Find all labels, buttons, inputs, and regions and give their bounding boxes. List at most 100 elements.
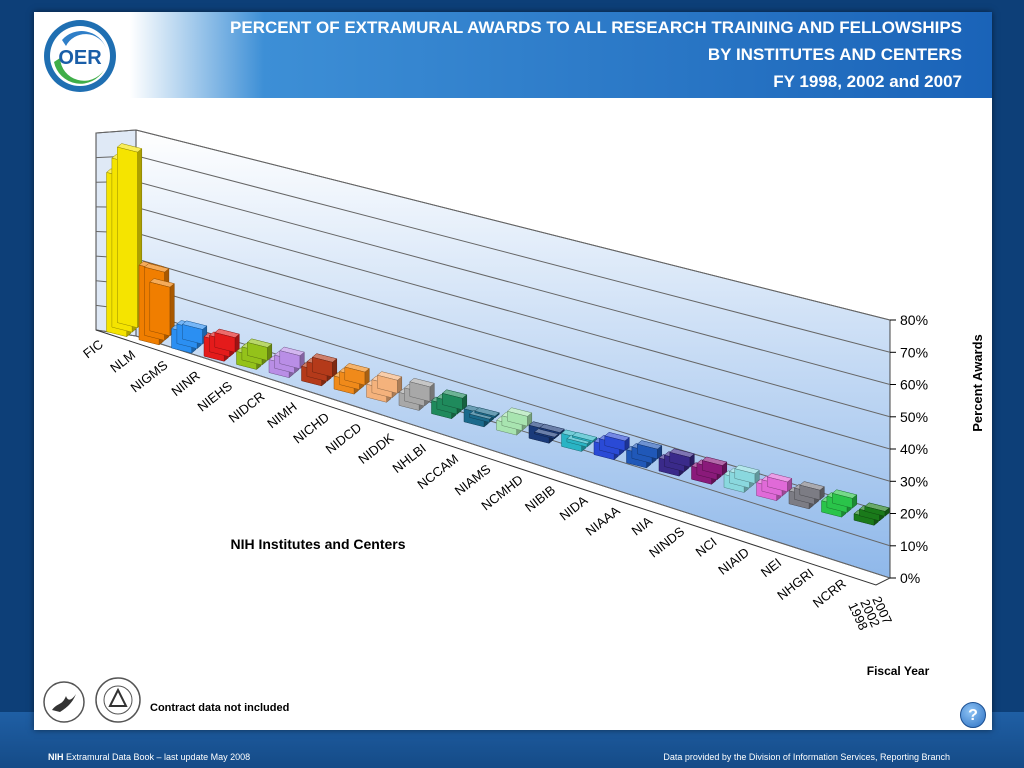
bar-front: [767, 476, 788, 493]
x-tick-label-nidcd: NIDCD: [323, 420, 365, 457]
bar-nhgri-1998: [831, 489, 858, 509]
bar-ncmhd-1998: [539, 423, 565, 435]
bar-ncmhd-2002: [533, 428, 560, 440]
y-tick-label: 80%: [900, 312, 928, 328]
bar-front: [182, 324, 203, 345]
bar-front: [702, 460, 723, 476]
footer-nih: NIH: [48, 752, 64, 762]
y-tick-label: 40%: [900, 441, 928, 457]
bar-nia-1998: [669, 448, 695, 468]
footer-left: NIH Extramural Data Book – last update M…: [48, 752, 250, 762]
oer-logo: OER: [44, 20, 116, 92]
bar-niams-1998: [506, 407, 533, 427]
bar-nida-1998: [604, 432, 630, 452]
bar-niaaa-1998: [636, 440, 663, 460]
bar-front: [832, 492, 853, 509]
bar-front: [864, 506, 886, 517]
page-title-line-2: BY INSTITUTES AND CENTERS: [707, 45, 962, 64]
bar-front: [474, 410, 496, 419]
bar-nhlbi-1998: [441, 389, 468, 411]
bar-front: [117, 146, 138, 329]
chart-floor-edge: [95, 329, 891, 586]
bar-front: [344, 366, 366, 386]
x-tick-label-nichd: NICHD: [290, 409, 332, 446]
x-tick-label-nimh: NIMH: [264, 399, 299, 431]
header-banner: OER PERCENT OF EXTRAMURAL AWARDS TO ALL …: [34, 12, 992, 98]
x-tick-label-niddk: NIDDK: [355, 430, 396, 467]
bar-nci-1998: [734, 464, 760, 485]
page-title-line-1: PERCENT OF EXTRAMURAL AWARDS TO ALL RESE…: [230, 18, 962, 37]
bar-niehs-1998: [246, 338, 273, 362]
bar-ninds-1998: [701, 456, 728, 476]
x-tick-label-ncrr: NCRR: [810, 576, 849, 611]
bar-front: [469, 413, 490, 423]
bar-front: [214, 332, 236, 353]
bar-ncrr-1998: [864, 502, 890, 517]
bar-nlm-1998: [149, 278, 175, 337]
x-tick-label-niaid: NIAID: [715, 545, 752, 578]
y-tick-label: 0%: [900, 570, 920, 586]
bar-front: [247, 342, 268, 361]
bar-niddk-1998: [409, 377, 435, 403]
x-tick-label-ninr: NINR: [168, 368, 202, 399]
bar-front: [507, 410, 528, 427]
chart-bars: [105, 143, 890, 526]
bar-front: [572, 435, 593, 443]
bar-front: [442, 392, 463, 411]
bar-front: [534, 431, 555, 440]
bar-front: [409, 381, 431, 402]
bar-front: [604, 435, 626, 452]
y-axis-label: Percent Awards: [970, 334, 985, 432]
footer-right: Data provided by the Division of Informa…: [663, 752, 950, 762]
x-tick-label-nibib: NIBIB: [522, 482, 558, 515]
contract-note: Contract data not included: [150, 702, 290, 714]
bar-front: [539, 427, 561, 435]
bar-ninr-1998: [214, 328, 240, 353]
logo-text: OER: [58, 47, 102, 69]
depth-axis-label: Fiscal Year: [867, 664, 930, 678]
help-button[interactable]: ?: [960, 702, 986, 728]
y-tick-label: 20%: [900, 506, 928, 522]
y-tick-label: 10%: [900, 538, 928, 554]
bar-front: [799, 484, 821, 501]
x-axis-label: NIH Institutes and Centers: [230, 536, 405, 552]
bar-nei-1998: [799, 481, 825, 501]
bar-front: [149, 281, 171, 337]
x-tick-label-nia: NIA: [629, 513, 656, 538]
y-tick-label: 60%: [900, 377, 928, 393]
x-tick-label-nida: NIDA: [557, 492, 591, 523]
x-tick-label-ninds: NINDS: [646, 524, 687, 561]
footer-databook: Extramural Data Book – last update May 2…: [63, 752, 251, 762]
bar-nibib-1998: [571, 431, 598, 444]
x-tick-label-nlm: NLM: [107, 347, 138, 376]
y-axis-tick-labels: 0% 10% 20% 30% 40% 50% 60% 70% 80%: [890, 312, 928, 586]
x-tick-label-nei: NEI: [758, 555, 784, 580]
bar-nidcd-1998: [376, 371, 403, 394]
page-title-line-3: FY 1998, 2002 and 2007: [773, 72, 962, 91]
bar-front: [566, 438, 588, 448]
y-tick-label: 70%: [900, 344, 928, 360]
bar-niaid-1998: [766, 473, 793, 493]
bar-front: [377, 374, 398, 394]
x-tick-label-niaaa: NIAAA: [583, 503, 623, 539]
bar-front: [312, 356, 333, 378]
x-tick-label-nhgri: NHGRI: [774, 565, 816, 603]
bar-front: [734, 468, 756, 484]
x-tick-label-nidcr: NIDCR: [226, 389, 268, 426]
x-tick-label-nci: NCI: [693, 534, 720, 560]
bar-fic-1998: [116, 143, 143, 329]
y-tick-label: 30%: [900, 473, 928, 489]
x-tick-label-niams: NIAMS: [452, 461, 494, 498]
nih-seal-icon: [95, 677, 141, 723]
bar-front: [637, 443, 658, 460]
bar-front: [669, 451, 691, 468]
gridline: [95, 129, 891, 321]
y-tick-label: 50%: [900, 409, 928, 425]
x-tick-label-nigms: NIGMS: [128, 357, 171, 395]
x-tick-label-nhlbi: NHLBI: [389, 441, 428, 476]
bar-nccam-1998: [474, 407, 500, 419]
x-tick-label-fic: FIC: [80, 337, 106, 362]
bar-nichd-1998: [344, 363, 370, 386]
